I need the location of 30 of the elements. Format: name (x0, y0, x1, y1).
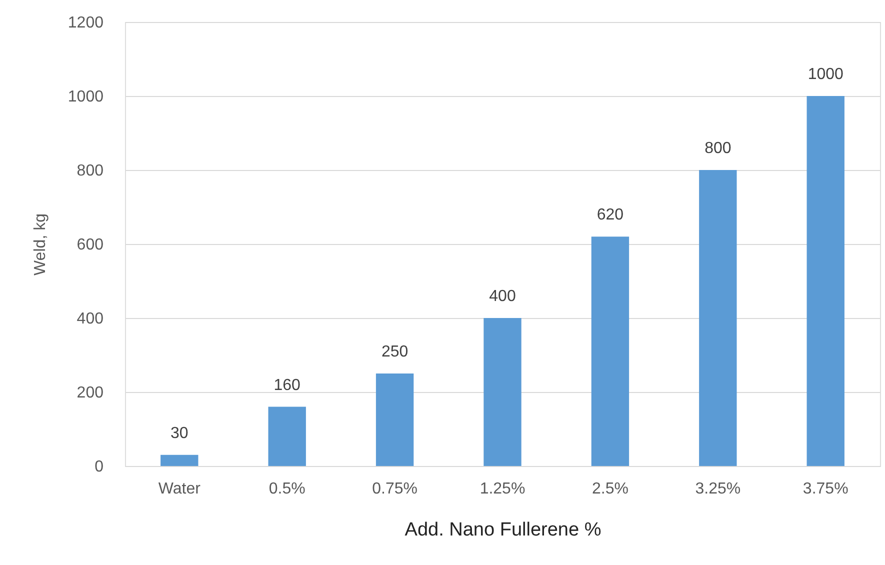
x-tick-label: 3.75% (802, 480, 848, 498)
bar (806, 96, 844, 466)
x-axis-title: Add. Nano Fullerene % (404, 520, 602, 540)
data-label: 160 (274, 376, 301, 394)
data-label: 250 (381, 344, 408, 360)
y-tick-label: 400 (76, 310, 104, 328)
data-label: 620 (596, 206, 624, 224)
bar (376, 374, 414, 466)
data-label: 1000 (808, 66, 844, 83)
data-label: 800 (704, 140, 732, 157)
x-tick-label: 2.5% (592, 480, 628, 498)
x-tick-label: 3.25% (695, 480, 741, 498)
data-label: 400 (489, 288, 516, 305)
y-tick-label: 1200 (68, 14, 104, 32)
data-label: 30 (170, 424, 188, 442)
y-tick-label: 200 (76, 384, 104, 402)
x-tick-label: 0.5% (268, 480, 306, 498)
y-tick-label: 1000 (68, 88, 104, 106)
x-tick-label: 0.75% (372, 480, 418, 498)
y-axis-title: Weld, kg (32, 214, 49, 276)
x-tick-label: Water (158, 480, 202, 498)
bar (160, 454, 198, 466)
y-tick-label: 800 (76, 162, 104, 180)
y-tick-label: 600 (76, 236, 104, 254)
bar (484, 318, 522, 466)
x-tick-label: 1.25% (480, 480, 526, 498)
y-tick-label: 0 (94, 458, 104, 476)
bar (268, 406, 306, 466)
bar (591, 236, 630, 466)
bar (699, 170, 737, 466)
